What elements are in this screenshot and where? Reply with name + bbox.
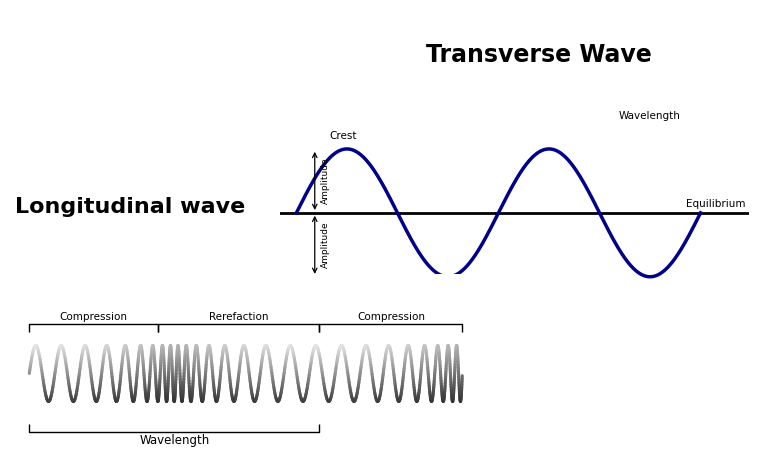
Text: Equilibrium: Equilibrium [686, 199, 746, 209]
Text: Wavelength: Wavelength [139, 434, 210, 447]
Text: Rerefaction: Rerefaction [209, 312, 269, 322]
Text: Trough: Trough [424, 323, 459, 333]
Text: Crest: Crest [329, 131, 356, 141]
Text: Longitudinal wave: Longitudinal wave [15, 197, 246, 217]
Text: Transverse Wave: Transverse Wave [426, 44, 652, 67]
Text: Compression: Compression [60, 312, 127, 322]
Text: Wavelength: Wavelength [619, 112, 681, 122]
Text: Amplitude: Amplitude [320, 158, 329, 204]
Text: Amplitude: Amplitude [320, 221, 329, 268]
Text: Compression: Compression [357, 312, 425, 322]
